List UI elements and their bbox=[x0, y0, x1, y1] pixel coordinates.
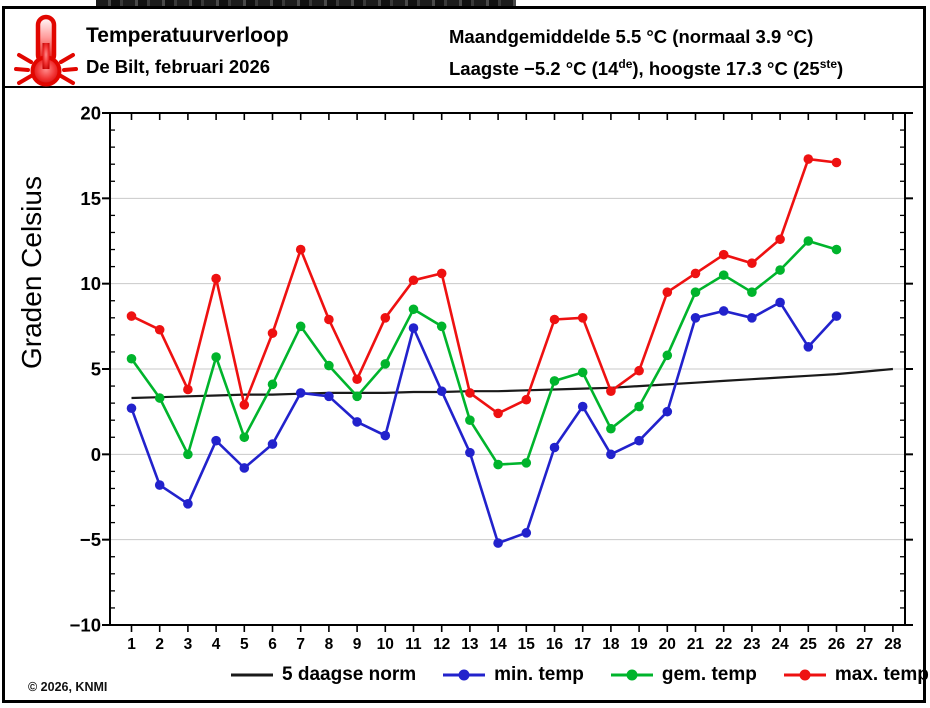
svg-text:15: 15 bbox=[518, 636, 536, 653]
svg-text:25: 25 bbox=[800, 636, 818, 653]
stats-highest-text: ), hoogste 17.3 °C (25 bbox=[632, 57, 820, 79]
svg-text:2: 2 bbox=[155, 636, 164, 653]
svg-text:14: 14 bbox=[489, 636, 507, 653]
svg-text:12: 12 bbox=[433, 636, 450, 653]
svg-text:15: 15 bbox=[80, 188, 101, 209]
legend-label-gem-temp: gem. temp bbox=[661, 664, 757, 685]
min-temp-swatch bbox=[443, 669, 486, 681]
gem-temp-swatch bbox=[610, 669, 653, 681]
svg-text:9: 9 bbox=[353, 636, 362, 653]
stats-lowest-text: Laagste −5.2 °C (14 bbox=[449, 57, 619, 79]
svg-text:8: 8 bbox=[325, 636, 334, 653]
svg-text:28: 28 bbox=[884, 636, 902, 653]
legend-label-min-temp: min. temp bbox=[494, 664, 584, 685]
page-border-frame bbox=[2, 6, 926, 703]
svg-text:20: 20 bbox=[80, 103, 101, 124]
stats-close-paren: ) bbox=[837, 57, 844, 79]
svg-text:24: 24 bbox=[771, 636, 789, 653]
svg-text:−10: −10 bbox=[70, 615, 101, 636]
header-divider bbox=[5, 86, 924, 88]
stats-month-mean: Maandgemiddelde 5.5 °C (normaal 3.9 °C) bbox=[449, 26, 814, 47]
legend-label-max-temp: max. temp bbox=[834, 664, 929, 685]
legend-item-gem-temp: gem. temp bbox=[609, 664, 757, 686]
svg-text:16: 16 bbox=[546, 636, 564, 653]
norm-line-swatch bbox=[231, 673, 273, 677]
svg-text:17: 17 bbox=[574, 636, 591, 653]
ordinal-suffix-de: de bbox=[618, 56, 633, 71]
page-title: Temperatuurverloop bbox=[86, 24, 289, 47]
svg-text:5: 5 bbox=[91, 359, 101, 380]
svg-text:0: 0 bbox=[91, 444, 101, 465]
svg-text:22: 22 bbox=[715, 636, 732, 653]
legend-label-norm: 5 daagse norm bbox=[282, 664, 417, 685]
thermometer-icon bbox=[14, 14, 78, 87]
svg-text:−5: −5 bbox=[80, 529, 101, 550]
page-subtitle: De Bilt, februari 2026 bbox=[86, 55, 271, 77]
copyright-notice: © 2026, KNMI bbox=[28, 680, 108, 694]
svg-text:10: 10 bbox=[377, 636, 394, 653]
svg-text:20: 20 bbox=[659, 636, 676, 653]
svg-text:23: 23 bbox=[743, 636, 761, 653]
chart-legend: 5 daagse norm min. temp gem. temp max. t… bbox=[229, 664, 929, 686]
svg-text:3: 3 bbox=[184, 636, 193, 653]
stats-lowest-highest: Laagste −5.2 °C (14de), hoogste 17.3 °C … bbox=[449, 53, 843, 85]
svg-text:26: 26 bbox=[828, 636, 846, 653]
cropped-top-text-artifact bbox=[96, 0, 516, 6]
legend-item-max-temp: max. temp bbox=[782, 664, 929, 686]
svg-text:21: 21 bbox=[687, 636, 705, 653]
svg-text:18: 18 bbox=[602, 636, 620, 653]
svg-text:4: 4 bbox=[212, 636, 221, 653]
svg-text:27: 27 bbox=[856, 636, 873, 653]
legend-item-norm: 5 daagse norm bbox=[229, 664, 416, 686]
svg-text:13: 13 bbox=[461, 636, 479, 653]
svg-text:10: 10 bbox=[80, 273, 101, 294]
ordinal-suffix-ste: ste bbox=[819, 56, 838, 71]
svg-text:6: 6 bbox=[268, 636, 277, 653]
max-temp-swatch bbox=[783, 669, 826, 681]
svg-text:7: 7 bbox=[296, 636, 305, 653]
svg-text:11: 11 bbox=[405, 636, 422, 653]
heat-rays bbox=[14, 53, 78, 85]
svg-text:19: 19 bbox=[630, 636, 648, 653]
legend-item-min-temp: min. temp bbox=[441, 664, 584, 686]
svg-text:5: 5 bbox=[240, 636, 249, 653]
svg-text:1: 1 bbox=[127, 636, 136, 653]
